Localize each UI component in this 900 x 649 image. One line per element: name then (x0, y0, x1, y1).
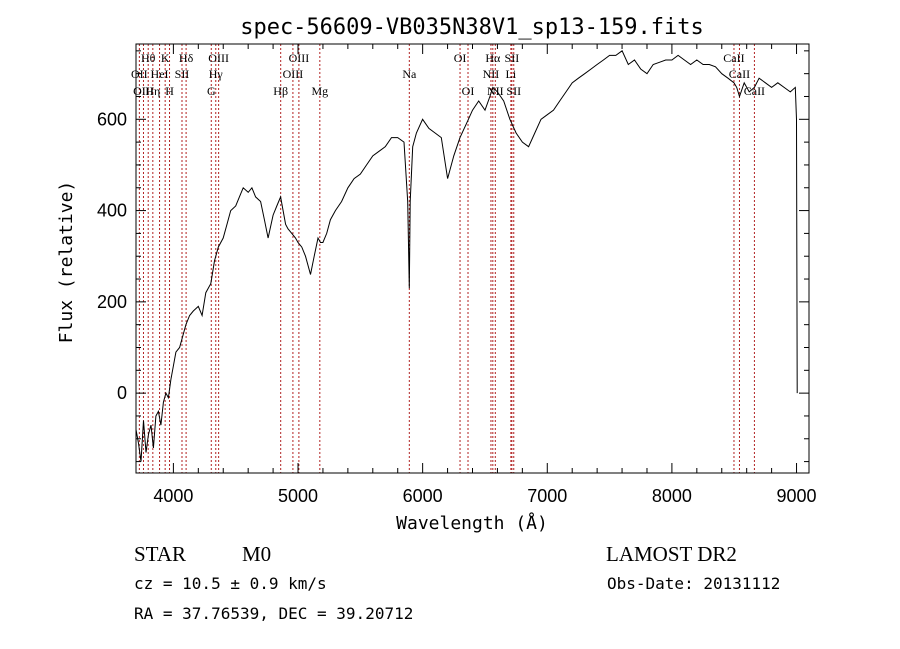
object-class: STAR (134, 542, 186, 566)
y-tick-label-1: 200 (97, 292, 127, 312)
object-subclass: M0 (242, 542, 271, 566)
y-tick-labels: 0 200 400 600 (97, 109, 127, 403)
observation-date: Obs-Date: 20131112 (607, 574, 780, 593)
line-label-23: Li (506, 67, 517, 81)
line-label-15: Mg (311, 84, 328, 98)
line-label-19: Hα (485, 51, 501, 65)
line-label-27: CaII (744, 84, 765, 98)
line-label-17: OI (454, 51, 467, 65)
line-label-20: NII (483, 67, 500, 81)
line-label-0: Hθ (141, 51, 156, 65)
line-label-14: OIII (283, 67, 304, 81)
y-tick-label-2: 400 (97, 201, 127, 221)
line-label-9: OIII (208, 51, 229, 65)
line-label-16: Na (402, 67, 417, 81)
line-label-3: Hη (145, 84, 160, 98)
line-label-2: OIII (133, 84, 154, 98)
line-label-4: HeI (151, 67, 169, 81)
line-label-5: K (161, 51, 170, 65)
plot-frame (135, 43, 810, 474)
line-label-8: Hδ (179, 51, 194, 65)
spectral-line-markers (138, 44, 755, 473)
line-label-6: H (165, 84, 174, 98)
x-tick-label-1: 5000 (278, 486, 318, 506)
line-label-24: SII (506, 84, 521, 98)
line-label-25: CaII (723, 51, 744, 65)
line-label-12: Hβ (273, 84, 288, 98)
x-tick-label-5: 9000 (777, 486, 817, 506)
x-tick-labels: 4000 5000 6000 7000 8000 9000 (153, 486, 816, 506)
axis-ticks (136, 44, 809, 473)
coordinates: RA = 37.76539, DEC = 39.20712 (134, 604, 413, 623)
x-tick-label-4: 8000 (652, 486, 692, 506)
chart-title: spec-56609-VB035N38V1_sp13-159.fits (240, 15, 704, 40)
y-tick-label-0: 0 (117, 383, 127, 403)
line-label-7: SII (175, 67, 190, 81)
y-tick-label-3: 600 (97, 109, 127, 129)
spectrum-line (135, 50, 798, 462)
line-label-10: Hγ (209, 67, 224, 81)
x-axis-label: Wavelength (Å) (396, 512, 548, 534)
spectrum-info: STAR M0 LAMOST DR2 cz = 10.5 ± 0.9 km/s … (134, 542, 780, 623)
line-label-21: NII (487, 84, 504, 98)
x-tick-label-2: 6000 (403, 486, 443, 506)
y-axis-label: Flux (relative) (56, 181, 77, 344)
line-label-22: SII (505, 51, 520, 65)
line-label-18: OI (462, 84, 475, 98)
line-label-13: OIII (289, 51, 310, 65)
x-tick-label-0: 4000 (153, 486, 193, 506)
redshift-velocity: cz = 10.5 ± 0.9 km/s (134, 574, 327, 593)
survey-name: LAMOST DR2 (606, 542, 737, 566)
line-label-11: G (207, 84, 216, 98)
line-label-26: CaII (729, 67, 750, 81)
x-tick-label-3: 7000 (527, 486, 567, 506)
